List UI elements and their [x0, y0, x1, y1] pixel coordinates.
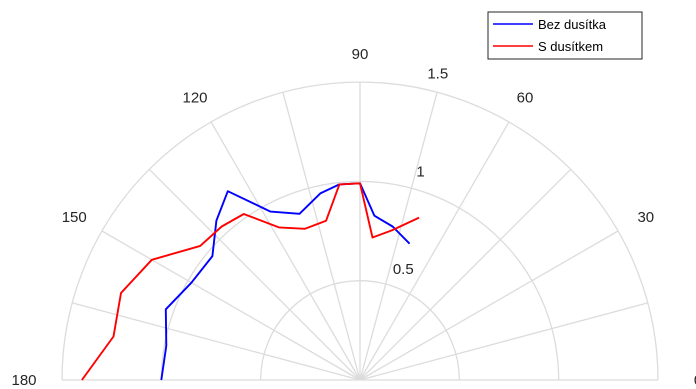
legend: Bez dusítka S dusítkem: [487, 11, 643, 60]
angular-tick-label: 30: [637, 209, 654, 226]
angular-gridline: [359, 168, 572, 381]
angular-tick-label: 180: [11, 372, 36, 389]
radial-tick-label: 1.5: [427, 66, 448, 83]
angular-tick-label: 60: [517, 90, 534, 107]
angular-gridline: [71, 302, 361, 381]
angular-gridline: [148, 168, 361, 381]
polar-grid: [61, 81, 659, 381]
series-layer: [81, 182, 420, 381]
series-line-bez-dusitka: [160, 182, 411, 381]
angular-gridline: [210, 121, 361, 381]
angular-gridline: [101, 230, 361, 381]
legend-label-bez-dusitka: Bez dusítka: [538, 17, 607, 32]
angular-tick-label: 120: [182, 90, 207, 107]
angular-gridline: [359, 121, 510, 381]
angular-gridline: [359, 302, 649, 381]
legend-box: [487, 11, 643, 60]
angular-gridline: [359, 230, 619, 381]
radial-tick-label: 0.5: [393, 261, 414, 278]
radial-tick-label: 1: [416, 163, 424, 180]
angular-gridline: [359, 91, 438, 381]
angular-gridline: [282, 91, 361, 381]
angular-tick-label: 90: [352, 46, 369, 63]
angular-tick-label: 0: [694, 372, 696, 389]
tick-labels: 0 30 60 90 120 150 180 0.5 1 1.5: [11, 46, 696, 389]
legend-label-s-dusitkem: S dusítkem: [538, 39, 603, 54]
angular-tick-label: 150: [62, 209, 87, 226]
series-line-s-dusitkem: [81, 182, 420, 381]
